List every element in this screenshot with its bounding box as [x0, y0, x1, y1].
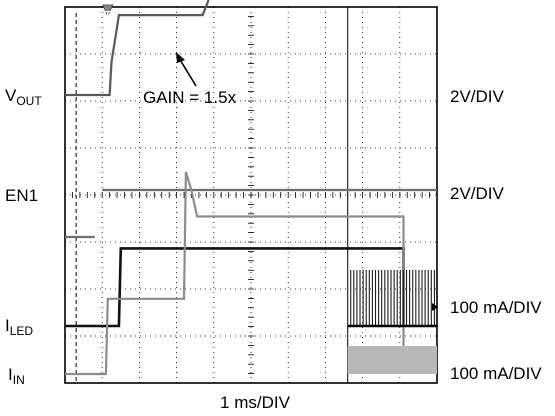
trace-iled [65, 247, 405, 328]
channel-label-sub: IN [13, 373, 25, 387]
channel-label-in: IIN [8, 365, 25, 387]
traces [65, 0, 437, 376]
trace-in [65, 171, 437, 376]
channel-label-main: I [5, 316, 10, 335]
channel-scale-iled: 100 mA/DIV [450, 298, 542, 317]
gain-annotation: GAIN = 1.5x [143, 88, 237, 107]
channel-label-main: I [8, 365, 13, 384]
trigger-marker-label: T [105, 10, 111, 21]
trace-vout [65, 0, 210, 97]
scale-arrow-icon [432, 303, 438, 311]
channel-scale-in: 100 mA/DIV [450, 364, 542, 383]
trigger-marker-icon [102, 4, 114, 17]
channel-scale-vout: 2V/DIV [450, 87, 505, 106]
channel-label-en1: EN1 [5, 186, 38, 205]
channel-label-sub: OUT [16, 94, 42, 108]
x-axis-label: 1 ms/DIV [220, 393, 291, 412]
channel-label-vout: VOUT [5, 86, 42, 108]
channel-label-iled: ILED [5, 316, 33, 338]
annotation-arrow-line [178, 57, 197, 87]
channel-scale-en1: 2V/DIV [450, 184, 505, 203]
channel-label-main: V [5, 86, 17, 105]
trace-in-ripple-band [347, 346, 437, 374]
channel-label-sub: LED [10, 324, 34, 338]
channel-label-main: EN1 [5, 186, 38, 205]
annotation-arrow-head-icon [176, 52, 185, 63]
